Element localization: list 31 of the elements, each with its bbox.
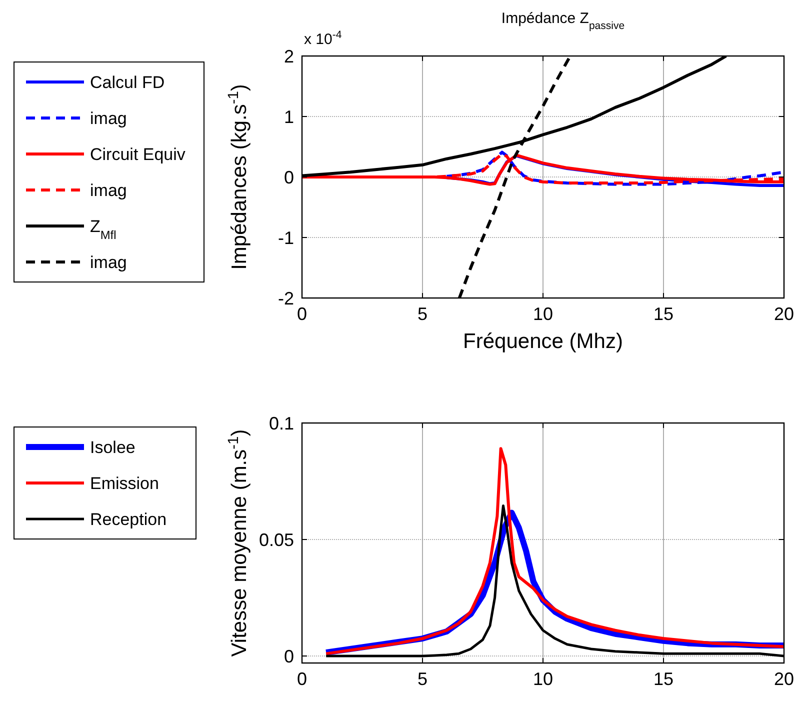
y-tick-label: 1	[284, 106, 294, 127]
text: x 10$^{-4}$	[304, 29, 342, 48]
legend-label: Calcul FD	[90, 72, 165, 92]
x-tick-label: 10	[532, 669, 554, 689]
legend-label: Z$_{Mfl}$	[90, 216, 116, 242]
legend-label: imag	[90, 108, 127, 128]
legend-label: Emission	[90, 474, 159, 493]
legend-label: imag	[90, 252, 127, 272]
legend-label: imag	[90, 180, 127, 200]
x-tick-label: 15	[653, 304, 674, 324]
x-tick-label: 10	[532, 304, 554, 324]
x-tick-label: 0	[296, 669, 308, 689]
x-tick-label: 20	[774, 669, 794, 689]
x-tick-label: 20	[774, 304, 794, 324]
y-tick-label: 0.1	[268, 413, 294, 434]
x-axis-title: Fréquence (Mhz)	[463, 330, 623, 353]
legend-label: Isolee	[90, 438, 136, 457]
y-tick-label: 0.05	[258, 530, 294, 550]
legend-label: Reception	[90, 510, 167, 529]
y-tick-label: 0	[284, 167, 294, 188]
y-tick-label: -2	[278, 288, 294, 308]
x-tick-label: 0	[296, 304, 308, 324]
x-tick-label: 15	[653, 669, 674, 689]
x-tick-label: 5	[417, 669, 428, 689]
y-tick-label: -1	[278, 228, 294, 248]
line-series	[324, 447, 784, 656]
y-tick-label: 2	[284, 46, 294, 66]
legend-label: Circuit Equiv	[90, 144, 186, 164]
y-tick-label: 0	[284, 646, 294, 666]
chart-title: Impédance Z$_{passive}$	[501, 10, 625, 32]
x-tick-label: 5	[417, 304, 428, 324]
